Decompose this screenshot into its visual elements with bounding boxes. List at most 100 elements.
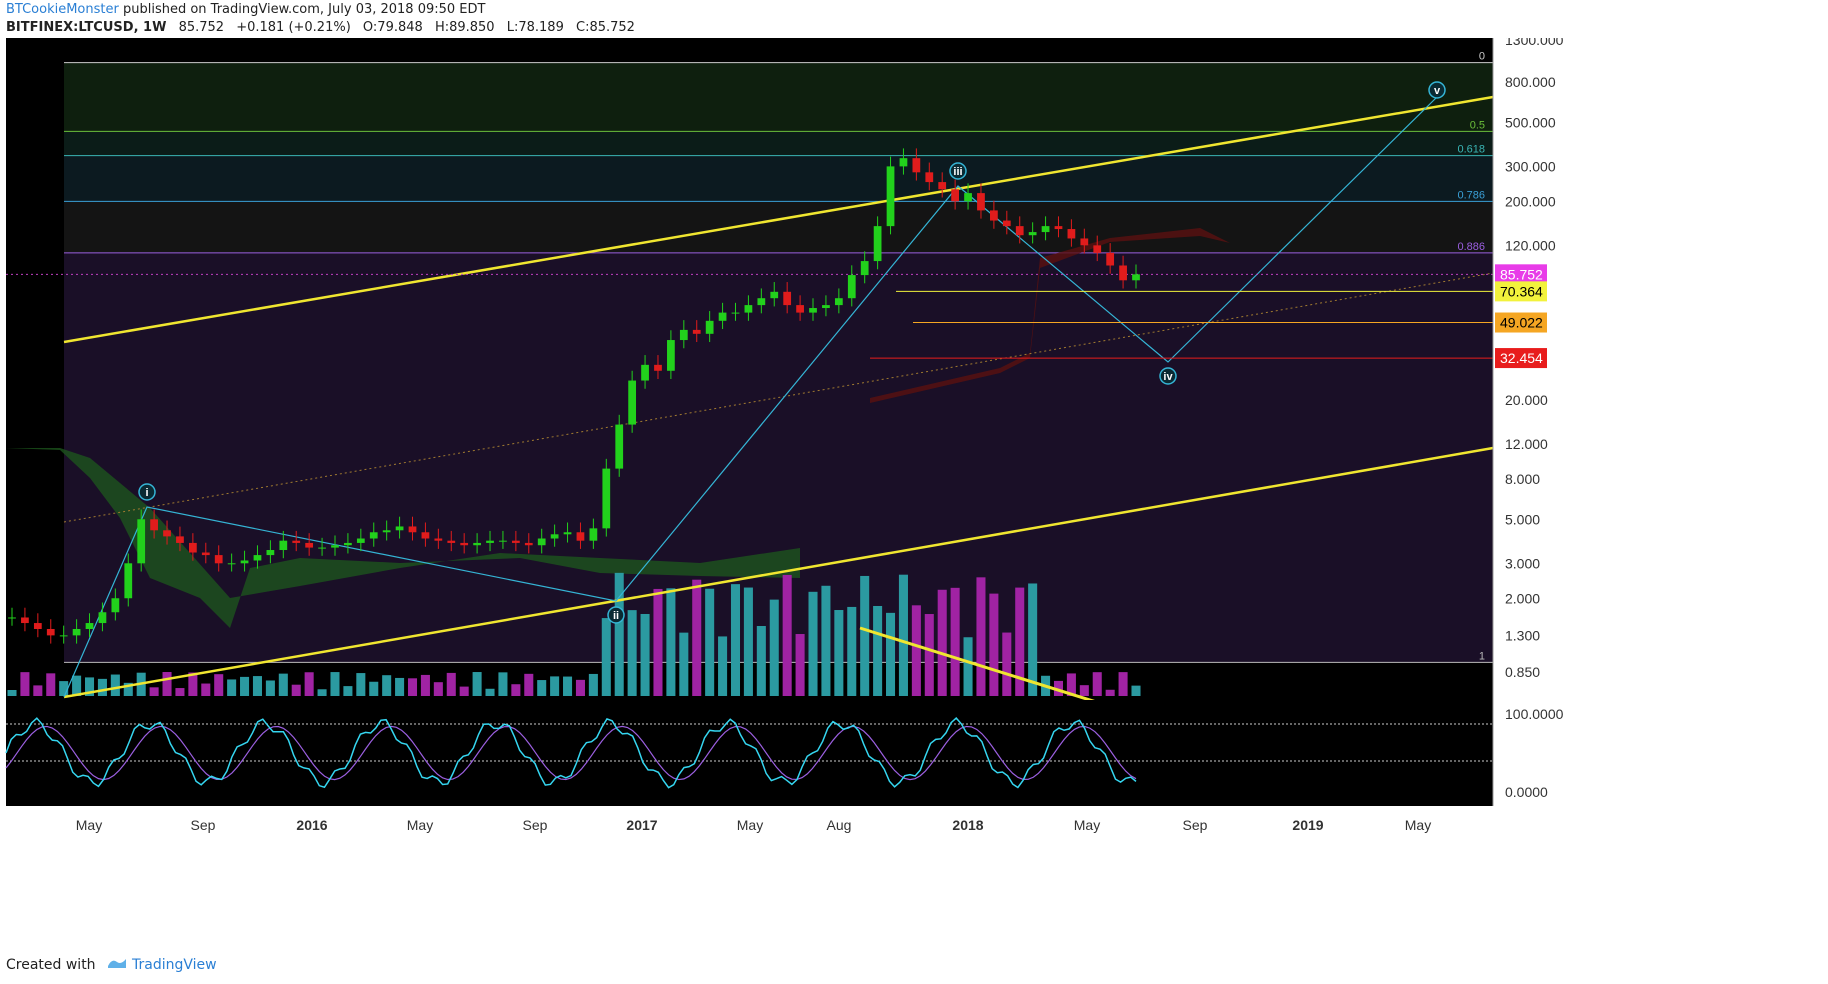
- price-level-badge: [1495, 281, 1547, 302]
- volume-bar: [278, 673, 288, 696]
- volume-bar: [575, 679, 585, 696]
- candle-body: [589, 528, 598, 541]
- price-chart[interactable]: 0 0.5 0.618 0.786 0.886 1 1300.000 800.000 500.…: [0, 38, 1828, 950]
- volume-bar: [265, 680, 275, 696]
- price-tick-label: 800.000: [1505, 74, 1556, 90]
- candle-body: [1041, 226, 1050, 233]
- candle-body: [1106, 252, 1115, 266]
- price-tick-label: 3.000: [1505, 555, 1540, 571]
- candle-body: [292, 540, 301, 543]
- volume-bar: [537, 680, 547, 696]
- osc-tick-label: 0.0000: [1505, 784, 1548, 800]
- candle-body: [59, 635, 68, 637]
- price-tick-label: 8.000: [1505, 471, 1540, 487]
- volume-bar: [563, 676, 573, 696]
- candle-body: [757, 298, 766, 306]
- candle-body: [537, 538, 546, 546]
- price-tick-label: 300.000: [1505, 158, 1556, 174]
- volume-bar: [937, 589, 947, 696]
- volume-bar: [769, 599, 779, 696]
- candle-body: [331, 545, 339, 548]
- price-level-badge: [1495, 312, 1547, 333]
- candle-body: [8, 617, 16, 619]
- volume-bar: [924, 614, 934, 696]
- candle-body: [990, 210, 998, 221]
- volume-bar: [743, 587, 753, 696]
- volume-bar: [433, 682, 443, 696]
- candle-body: [201, 552, 210, 556]
- channel-lower-line: [63, 446, 1494, 699]
- candle-body: [925, 172, 934, 183]
- candle-body: [628, 380, 637, 425]
- tradingview-brand-link[interactable]: TradingView: [132, 957, 217, 973]
- candle-body: [977, 193, 985, 211]
- volume-bar: [420, 674, 430, 696]
- channel-upper-line: [63, 95, 1494, 344]
- candle-body: [511, 540, 520, 543]
- volume-bar: [653, 588, 663, 696]
- candle-body: [72, 628, 81, 636]
- volume-bar: [873, 605, 883, 696]
- candle-body: [679, 329, 688, 341]
- candle-body: [188, 542, 197, 553]
- time-tick-label: Sep: [523, 817, 548, 833]
- volume-bar: [175, 688, 185, 696]
- last-price: 85.752: [178, 20, 225, 35]
- candle-body: [912, 158, 921, 173]
- price-level-label: 70.364: [1500, 283, 1543, 299]
- osc-fast-line: [5, 717, 1137, 789]
- volume-bar: [847, 606, 857, 696]
- time-tick-label: Sep: [1183, 817, 1208, 833]
- author-link[interactable]: BTCookieMonster: [6, 2, 119, 17]
- volume-bar: [123, 682, 133, 696]
- price-tick-label: 1300.000: [1505, 38, 1564, 48]
- wave-label: i: [145, 487, 148, 499]
- volume-bar: [214, 674, 224, 696]
- volume-bar: [227, 679, 237, 696]
- osc-tick-label: 100.0000: [1505, 706, 1564, 722]
- fib-label: 0.786: [1457, 189, 1485, 201]
- candle-body: [667, 340, 675, 371]
- price-tick-label: 20.000: [1505, 392, 1548, 408]
- price-tick-label: 120.000: [1505, 237, 1556, 253]
- candle-body: [1015, 226, 1024, 236]
- candle-body: [240, 560, 249, 564]
- fib-label: 0.886: [1457, 241, 1485, 253]
- candle-body: [731, 312, 740, 314]
- wave-label: iii: [953, 166, 962, 178]
- wave-label-circle: [1159, 367, 1177, 385]
- candle-body: [809, 308, 817, 313]
- candle-body: [1067, 229, 1076, 239]
- candle-body: [111, 598, 120, 613]
- time-axis: [0, 806, 1828, 836]
- volume-bar: [718, 636, 728, 696]
- candle-body: [1054, 226, 1063, 230]
- candle-body: [654, 364, 662, 371]
- volume-bar: [640, 613, 650, 696]
- fib-zone-05-0618: [64, 131, 1493, 156]
- volume-bar: [1028, 583, 1038, 696]
- volume-bar: [201, 683, 211, 696]
- volume-bar: [343, 686, 353, 696]
- candle-body: [796, 305, 804, 313]
- volume-bar: [730, 584, 741, 696]
- candle-body: [266, 550, 275, 556]
- fib-zone-0-05: [64, 62, 1493, 132]
- candle-body: [253, 555, 262, 561]
- low-value: L:78.189: [506, 20, 564, 35]
- candle-body: [705, 320, 714, 334]
- wave-label-circle: [1428, 81, 1446, 99]
- volume-bar: [627, 610, 637, 696]
- fib-zone-0786-0886: [64, 201, 1493, 253]
- osc-slow-line: [5, 725, 1137, 781]
- volume-bar: [666, 588, 676, 696]
- candle-body: [718, 312, 727, 321]
- candle-body: [279, 540, 288, 551]
- volume-bar: [59, 681, 69, 696]
- volume-bar: [7, 690, 17, 696]
- volume-bar: [1015, 587, 1025, 696]
- fib-label: 0: [1479, 51, 1485, 63]
- volume-bar: [588, 673, 598, 696]
- candle-body: [1002, 220, 1011, 227]
- candle-body: [550, 534, 559, 539]
